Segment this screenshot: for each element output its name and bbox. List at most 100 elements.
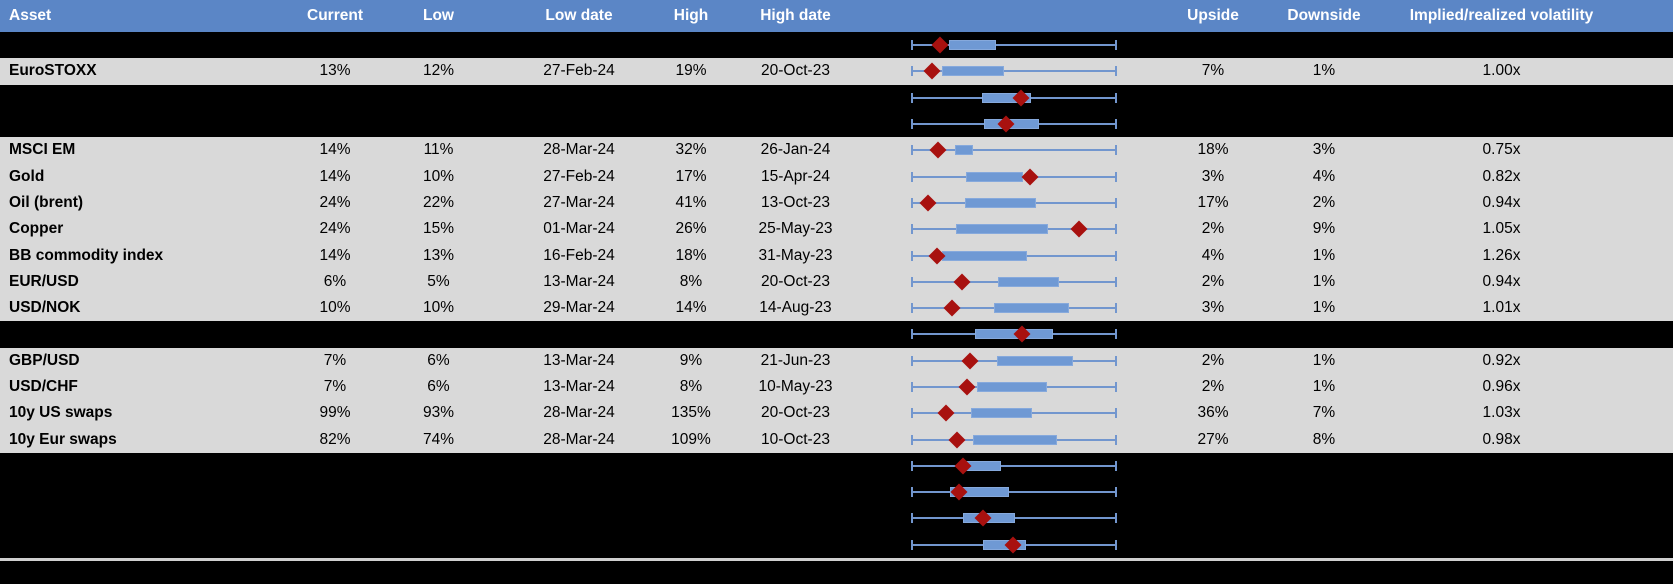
spacer-row	[0, 453, 1673, 479]
range-chart-cell	[875, 242, 1163, 268]
diamond-marker-icon	[961, 352, 979, 370]
cell-downside: 4%	[1312, 167, 1336, 185]
table-row: 10y US swaps 99% 93% 28-Mar-24 135% 20-Oct-23…	[0, 400, 1673, 427]
spacer-row	[0, 479, 1673, 505]
whisker-cap-left	[911, 408, 913, 419]
boxplot-track	[911, 111, 1117, 137]
boxplot-track	[911, 295, 1117, 321]
table-row: BB commodity index 14% 13% 16-Feb-24 18% 31-M…	[0, 242, 1673, 269]
cell-implied-realized-volatility: 1.26x	[1482, 246, 1521, 264]
column-header-current: Current	[307, 7, 363, 24]
cell-implied-realized-volatility: 1.01x	[1482, 299, 1521, 317]
whisker-cap-right	[1115, 513, 1117, 524]
whisker-cap-right	[1115, 92, 1117, 103]
range-chart-cell	[875, 269, 1163, 295]
spacer-row	[0, 505, 1673, 531]
whisker-cap-left	[911, 513, 913, 524]
whisker-cap-left	[911, 329, 913, 340]
range-box	[993, 303, 1070, 314]
whisker-cap-left	[911, 66, 913, 77]
cell-asset: EUR/USD	[9, 272, 79, 290]
boxplot-track	[911, 137, 1117, 163]
range-chart-cell	[875, 426, 1163, 452]
whisker-cap-right	[1115, 355, 1117, 366]
boxplot-track	[911, 426, 1117, 452]
whisker-cap-left	[911, 276, 913, 287]
range-box	[982, 92, 1032, 103]
cell-low: 12%	[422, 62, 455, 80]
cell-asset: 10y Eur swaps	[9, 430, 117, 448]
cell-high: 41%	[675, 193, 707, 211]
range-box	[996, 355, 1074, 366]
cell-current: 13%	[319, 62, 351, 80]
range-chart-cell	[875, 58, 1163, 84]
table-row: Gold 14% 10% 27-Feb-24 17% 15-Apr-24 3% 4% 0.82x	[0, 163, 1673, 190]
whisker-cap-right	[1115, 197, 1117, 208]
cell-high-date: 14-Aug-23	[759, 299, 832, 317]
table-body: EuroSTOXX 13% 12% 27-Feb-24 19% 20-Oct-23 7% 1%…	[0, 32, 1673, 558]
cell-high: 109%	[671, 430, 711, 448]
cell-downside: 1%	[1312, 272, 1336, 290]
whisker-cap-left	[911, 119, 913, 130]
range-chart-cell	[875, 32, 1163, 58]
table-row: MSCI EM 14% 11% 28-Mar-24 32% 26-Jan-24 18% 3% 0…	[0, 137, 1673, 164]
table-row: EUR/USD 6% 5% 13-Mar-24 8% 20-Oct-23 2% 1% 0.94x	[0, 268, 1673, 295]
cell-low-date: 28-Mar-24	[543, 141, 615, 159]
whisker-cap-right	[1115, 434, 1117, 445]
cell-high: 135%	[671, 404, 711, 422]
table-row: EuroSTOXX 13% 12% 27-Feb-24 19% 20-Oct-23 7% 1%…	[0, 58, 1673, 85]
boxplot-track	[911, 85, 1117, 111]
range-chart-cell	[875, 453, 1163, 479]
cell-current: 24%	[319, 193, 351, 211]
table-row: Copper 24% 15% 01-Mar-24 26% 25-May-23 2% 9% 1.0…	[0, 216, 1673, 243]
cell-asset: Copper	[9, 220, 64, 238]
cell-high-date: 26-Jan-24	[760, 141, 831, 159]
whisker-line	[912, 44, 1116, 47]
boxplot-track	[911, 400, 1117, 426]
spacer-row	[0, 321, 1673, 347]
cell-current: 10%	[319, 299, 351, 317]
range-chart-cell	[875, 190, 1163, 216]
boxplot-track	[911, 479, 1117, 505]
cell-downside: 1%	[1312, 246, 1336, 264]
cell-downside: 1%	[1312, 378, 1336, 395]
cell-downside: 1%	[1312, 351, 1336, 369]
cell-downside: 1%	[1312, 62, 1336, 80]
column-header-implied-realized-volatility: Implied/realized volatility	[1409, 7, 1594, 24]
cell-high: 8%	[679, 378, 703, 395]
range-chart-cell	[875, 216, 1163, 242]
diamond-marker-icon	[943, 299, 961, 317]
boxplot-track	[911, 532, 1117, 558]
cell-low: 6%	[427, 378, 450, 395]
cell-upside: 3%	[1201, 167, 1225, 185]
cell-upside: 27%	[1197, 430, 1229, 448]
cell-implied-realized-volatility: 0.92x	[1482, 351, 1521, 369]
cell-asset: EuroSTOXX	[9, 62, 97, 80]
whisker-cap-left	[911, 487, 913, 498]
boxplot-track	[911, 505, 1117, 531]
cell-low: 10%	[422, 167, 455, 185]
boxplot-track	[911, 374, 1117, 400]
cell-current: 7%	[323, 378, 347, 395]
cell-low-date: 13-Mar-24	[543, 272, 615, 290]
cell-upside: 17%	[1197, 193, 1229, 211]
cell-upside: 2%	[1201, 272, 1225, 290]
cell-current: 99%	[319, 404, 351, 422]
cell-low: 5%	[427, 272, 450, 290]
cell-low-date: 28-Mar-24	[543, 430, 615, 448]
cell-low: 74%	[422, 430, 455, 448]
cell-implied-realized-volatility: 0.82x	[1482, 167, 1521, 185]
column-header-asset: Asset	[9, 7, 52, 24]
range-chart-cell	[875, 374, 1163, 400]
spacer-row	[0, 85, 1673, 111]
cell-current: 6%	[323, 272, 347, 290]
cell-downside: 3%	[1312, 141, 1336, 159]
cell-low-date: 16-Feb-24	[543, 246, 615, 264]
cell-current: 82%	[319, 430, 351, 448]
cell-low: 6%	[427, 351, 450, 369]
range-box	[977, 382, 1047, 392]
cell-high-date: 13-Oct-23	[761, 193, 830, 211]
whisker-cap-right	[1115, 40, 1117, 51]
whisker-cap-left	[911, 355, 913, 366]
